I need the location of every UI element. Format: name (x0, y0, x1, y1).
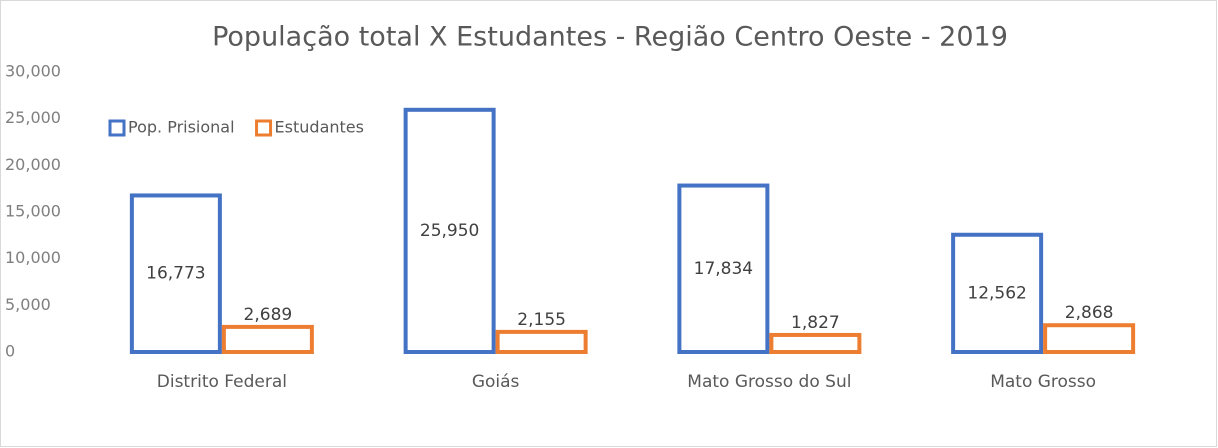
data-label: 2,689 (244, 305, 293, 325)
data-label: 1,827 (791, 313, 840, 333)
x-tick-label: Goiás (472, 372, 520, 392)
legend-swatch (108, 119, 126, 137)
x-tick-label: Mato Grosso do Sul (687, 372, 851, 392)
y-tick-label: 0 (5, 342, 15, 361)
x-tick-label: Mato Grosso (990, 372, 1096, 392)
data-label: 2,155 (517, 310, 566, 330)
chart-title: População total X Estudantes - Região Ce… (212, 22, 1008, 53)
y-tick-label: 30,000 (5, 62, 61, 81)
bar (221, 324, 314, 355)
bar (951, 232, 1044, 354)
x-tick-label: Distrito Federal (157, 372, 287, 392)
bar (769, 332, 862, 354)
bar (495, 329, 588, 354)
legend-swatch (255, 119, 273, 137)
y-tick-label: 5,000 (5, 295, 51, 314)
legend-label: Estudantes (275, 118, 364, 137)
data-label: 2,868 (1065, 303, 1114, 323)
bar (403, 107, 496, 354)
data-label: 16,773 (146, 264, 205, 284)
data-label: 12,562 (967, 283, 1026, 303)
data-label: 17,834 (694, 259, 753, 279)
data-label: 25,950 (420, 221, 479, 241)
y-tick-label: 20,000 (5, 155, 61, 174)
bar (1043, 323, 1136, 354)
y-tick-label: 15,000 (5, 202, 61, 221)
bar (677, 183, 770, 354)
bar (129, 193, 222, 354)
legend-label: Pop. Prisional (128, 118, 235, 137)
y-tick-label: 10,000 (5, 248, 61, 267)
y-tick-label: 25,000 (5, 108, 61, 127)
